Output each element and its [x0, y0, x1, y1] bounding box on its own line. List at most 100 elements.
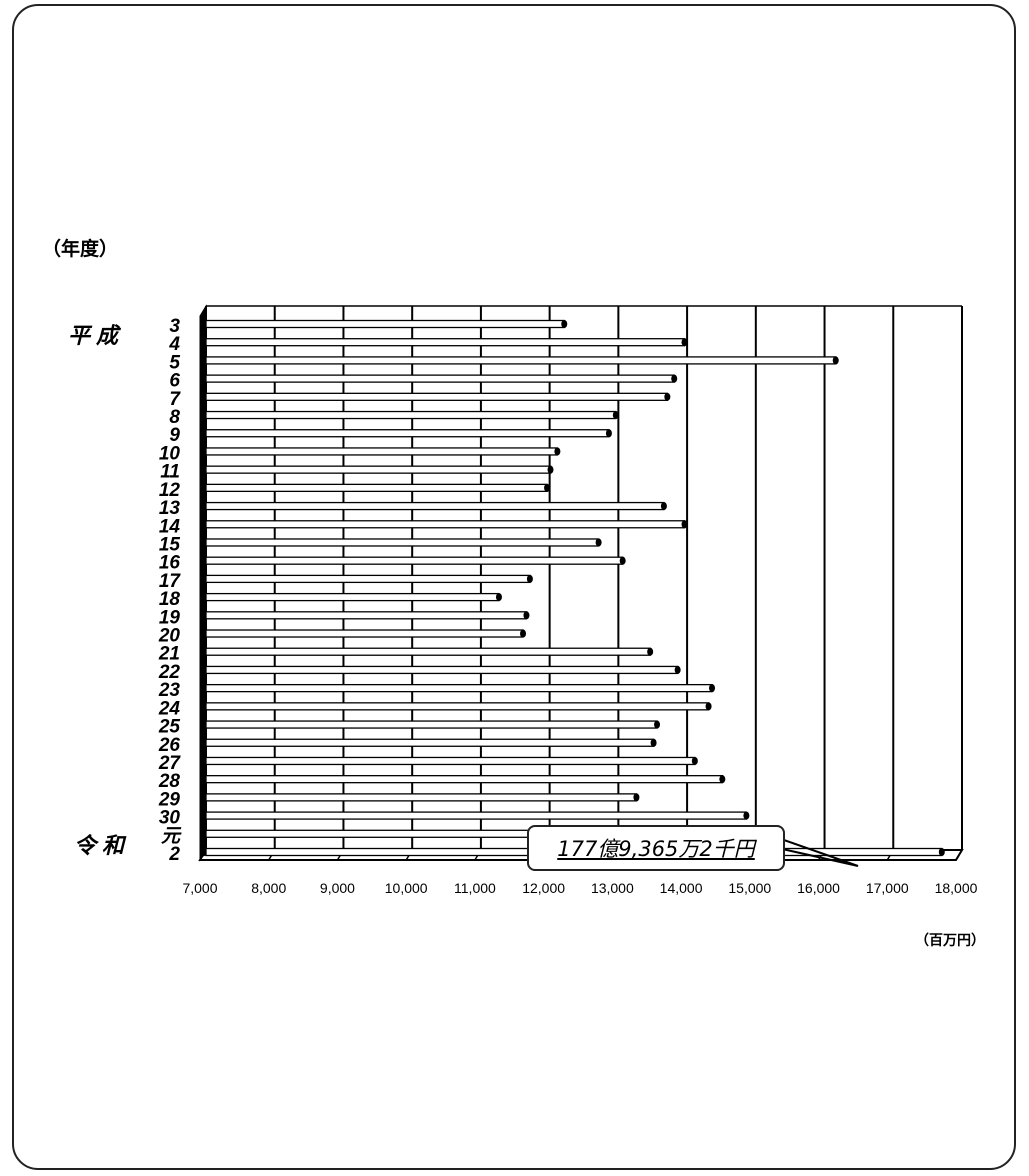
- bar: [205, 374, 675, 383]
- bar: [205, 647, 651, 656]
- y-tick-label: 22: [158, 662, 181, 683]
- y-tick-label: 26: [158, 735, 181, 756]
- y-tick-label: 5: [169, 352, 180, 373]
- y-tick-label: 8: [169, 407, 180, 428]
- bar-cap: [719, 775, 726, 784]
- bar-cap: [526, 574, 533, 583]
- y-tick-label: 27: [158, 753, 182, 774]
- y-tick-label: 21: [158, 644, 180, 665]
- bar: [205, 501, 665, 511]
- bar: [205, 429, 610, 438]
- annotation-text: 177億9,365万2千円: [557, 837, 755, 861]
- x-tick-label: 14,000: [660, 880, 703, 896]
- bar-cap: [554, 447, 561, 456]
- bar-shadow: [200, 375, 206, 385]
- bar-cap: [633, 793, 640, 802]
- bar-shadow: [200, 757, 206, 767]
- bar-cap: [561, 320, 568, 328]
- bar-cap: [595, 538, 602, 547]
- bar-cap: [647, 647, 654, 656]
- bar: [205, 574, 531, 584]
- bar-cap: [523, 611, 530, 620]
- annotation-callout: 177億9,365万2千円: [527, 825, 785, 871]
- bar-shadow: [200, 739, 206, 749]
- era-label-heisei: 平成: [68, 324, 125, 349]
- bar: [205, 356, 837, 365]
- bar-shadow: [200, 538, 206, 548]
- chart-frame: [12, 4, 1016, 1170]
- y-tick-label: 19: [159, 607, 181, 628]
- bar-shadow: [200, 611, 206, 621]
- y-tick-label: 2: [168, 844, 180, 865]
- bar: [205, 520, 686, 529]
- bar: [205, 556, 624, 565]
- bar-cap: [832, 356, 839, 365]
- y-tick-label: 25: [158, 717, 181, 738]
- bar-shadow: [200, 338, 206, 348]
- bar-shadow: [200, 520, 206, 530]
- bar-cap: [612, 411, 619, 420]
- y-tick-label: 3: [169, 316, 180, 337]
- bar-cap: [660, 502, 667, 511]
- bar-cap: [705, 702, 712, 711]
- y-tick-label: 15: [159, 534, 181, 555]
- x-tick-label: 13,000: [591, 880, 634, 896]
- bar: [205, 811, 748, 820]
- bar-cap: [654, 720, 661, 729]
- bar: [205, 629, 524, 638]
- bar-shadow: [200, 830, 206, 840]
- bar: [205, 465, 552, 474]
- y-tick-label: 29: [158, 789, 181, 810]
- x-tick-label: 10,000: [385, 880, 428, 896]
- bar: [205, 702, 710, 711]
- bar-shadow: [200, 411, 206, 421]
- y-tick-label: 7: [169, 389, 181, 410]
- y-tick-label: 28: [158, 771, 181, 792]
- x-tick-label: 7,000: [182, 880, 217, 896]
- y-tick-label: 12: [159, 480, 181, 501]
- bar-shadow: [200, 484, 206, 494]
- era-label-reiwa: 令和: [74, 834, 131, 859]
- bar-cap: [691, 756, 698, 765]
- bar: [205, 447, 559, 456]
- bar-shadow: [200, 320, 206, 330]
- y-tick-label: 17: [159, 571, 182, 592]
- bar: [205, 538, 600, 547]
- bar-cap: [664, 392, 671, 401]
- y-axis-unit: （年度）: [42, 238, 119, 260]
- bar-cap: [671, 374, 678, 383]
- y-tick-label: 9: [169, 425, 180, 446]
- bar-shadow: [200, 447, 206, 457]
- bar-shadow: [200, 648, 206, 658]
- bar: [205, 611, 528, 620]
- bar: [205, 592, 500, 602]
- bar-cap: [681, 520, 688, 529]
- bar-shadow: [200, 775, 206, 785]
- bar-cap: [709, 684, 716, 693]
- y-tick-label: 30: [159, 808, 181, 829]
- x-tick-label: 8,000: [251, 880, 286, 896]
- bar-cap: [650, 738, 657, 747]
- bar: [205, 720, 658, 729]
- y-tick-label: 14: [159, 516, 181, 537]
- bar-shadow: [200, 593, 206, 603]
- x-tick-label: 12,000: [522, 880, 565, 896]
- bar: [205, 338, 686, 347]
- y-tick-label: 13: [159, 498, 181, 519]
- y-tick-label: 6: [169, 371, 180, 392]
- bar-cap: [743, 811, 750, 820]
- bar-cap: [674, 665, 681, 674]
- bar-cap: [544, 483, 551, 492]
- bar: [205, 410, 617, 420]
- x-axis-unit: （百万円）: [915, 933, 985, 949]
- bar: [205, 775, 723, 784]
- bar-cap: [495, 593, 502, 602]
- bar-shadow: [200, 356, 206, 366]
- bar-cap: [681, 338, 688, 347]
- y-tick-label: 18: [159, 589, 181, 610]
- bar: [205, 738, 655, 747]
- bar-cap: [938, 848, 945, 856]
- x-tick-label: 11,000: [454, 880, 496, 896]
- x-tick-label: 18,000: [935, 880, 978, 896]
